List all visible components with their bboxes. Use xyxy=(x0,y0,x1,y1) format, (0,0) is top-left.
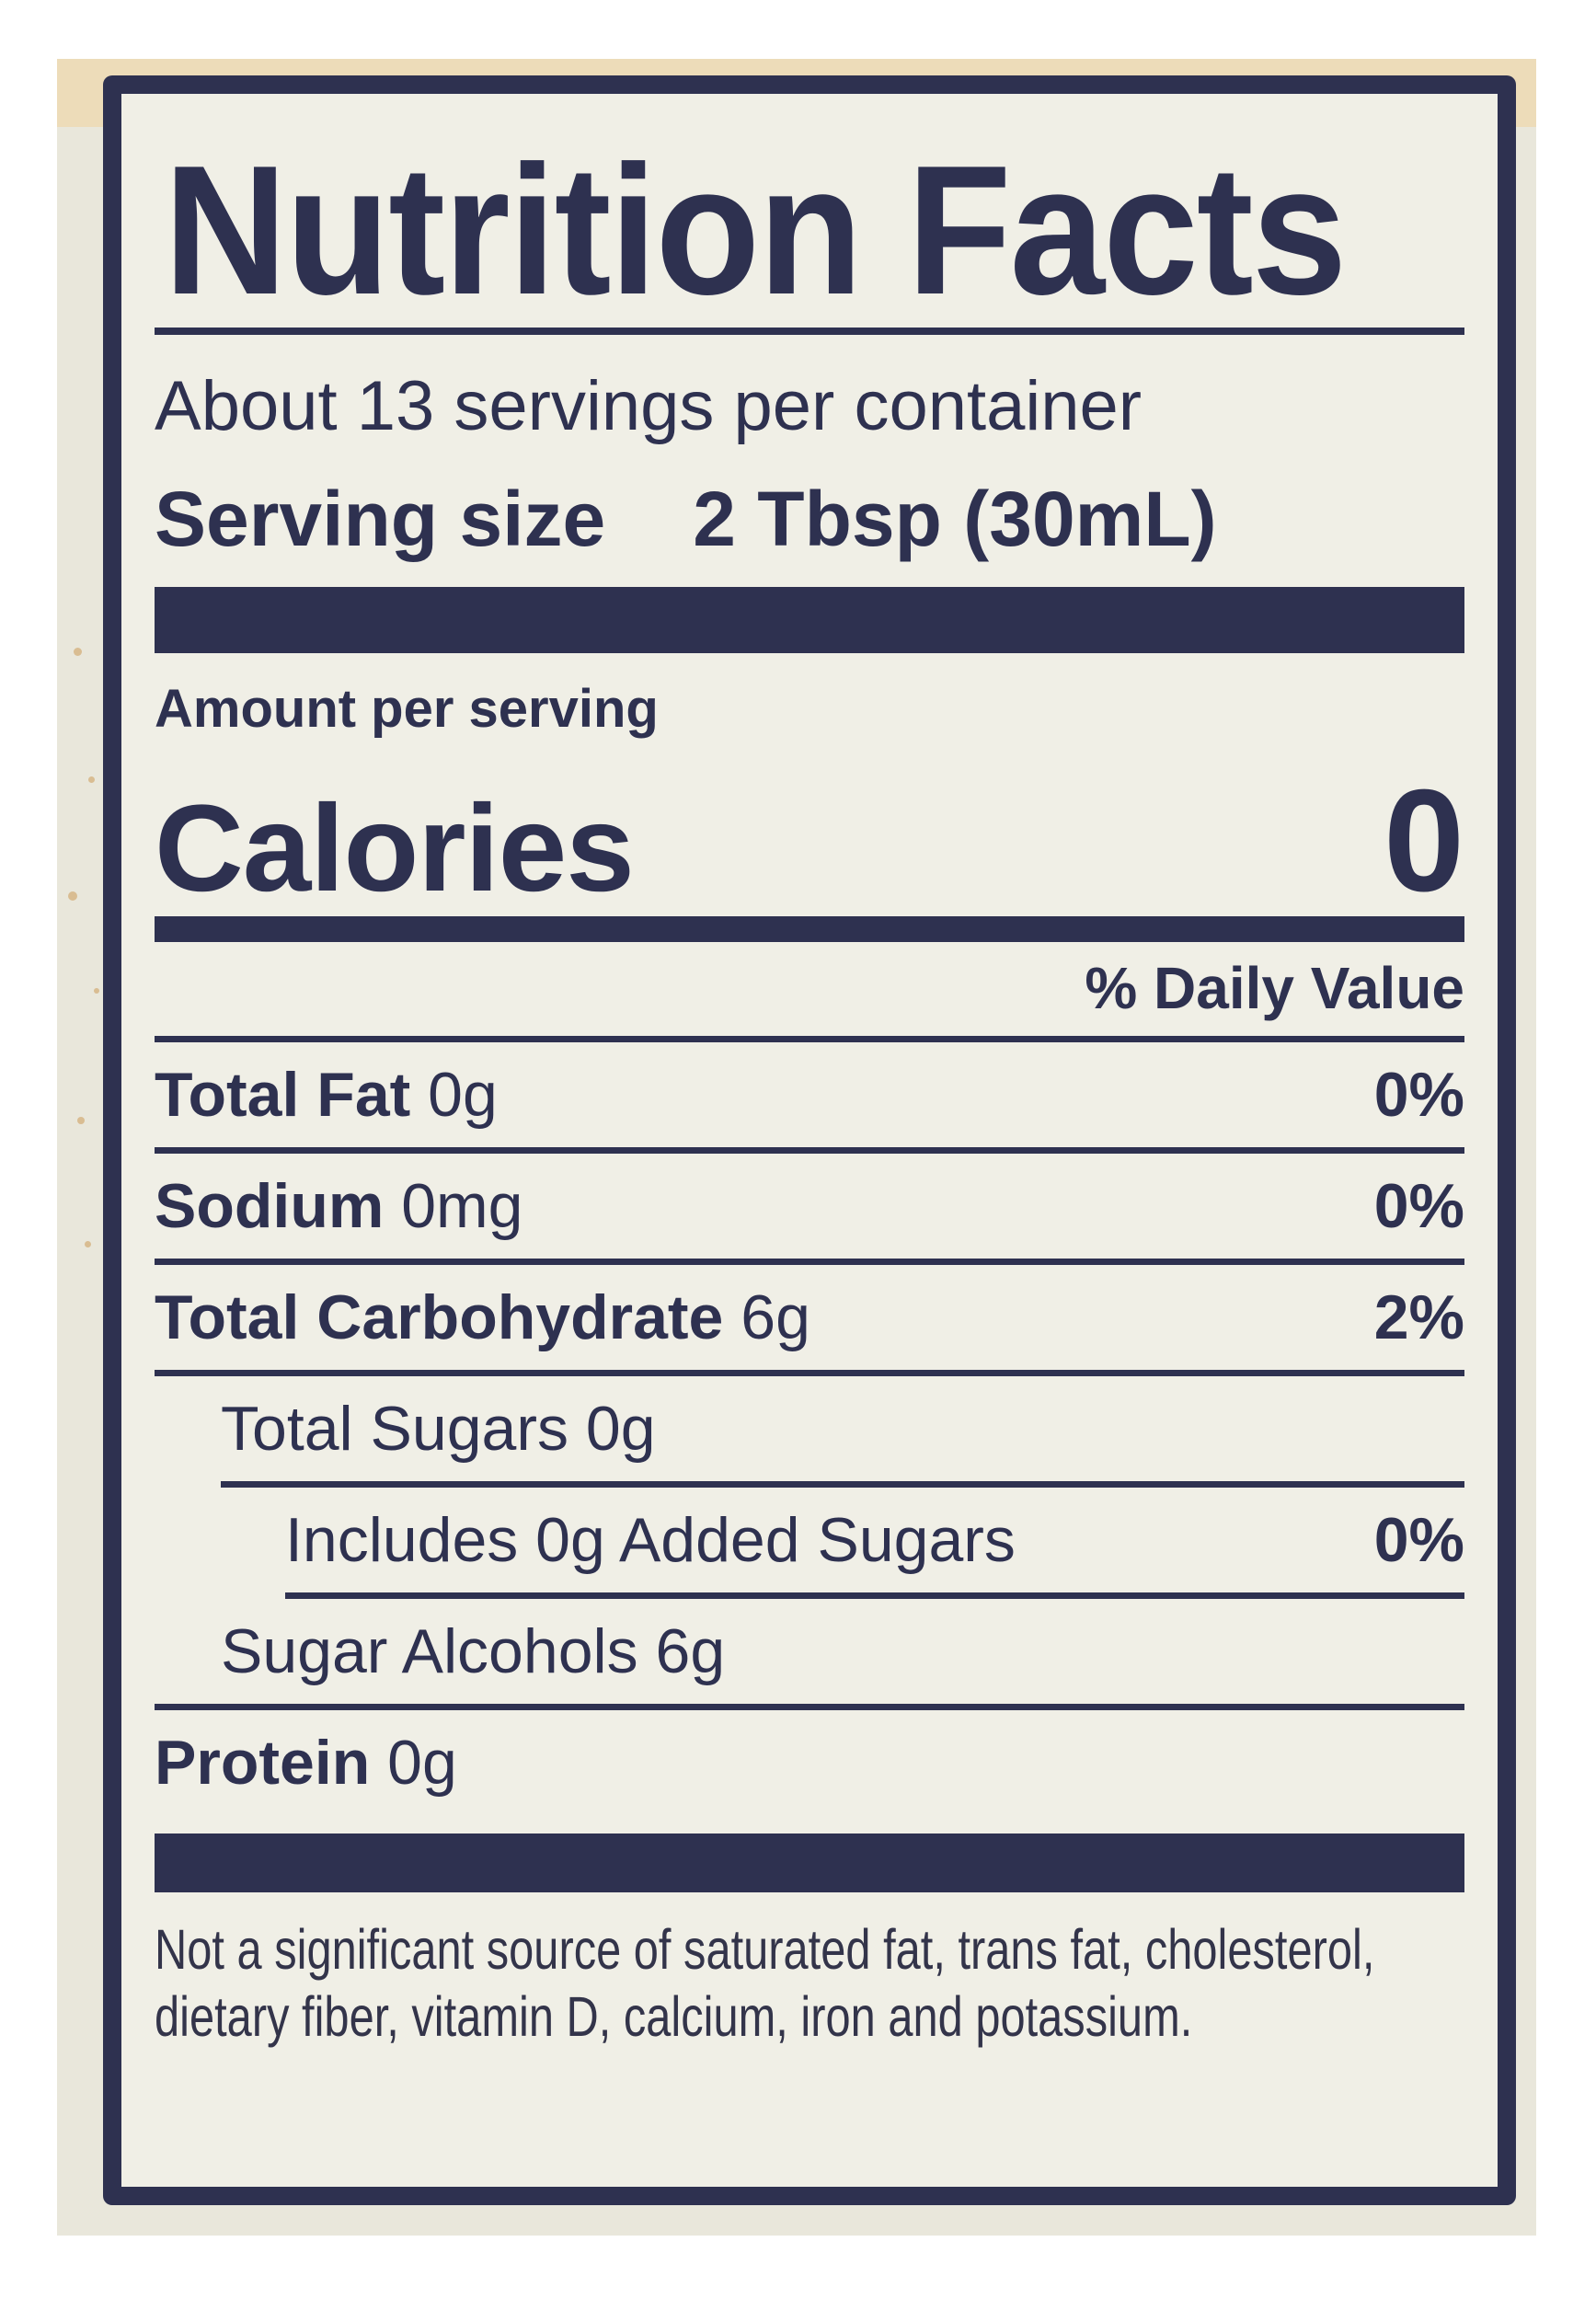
speckle xyxy=(94,988,99,994)
speckle xyxy=(77,1117,85,1124)
nutrient-name-and-amount: Total Carbohydrate 6g xyxy=(155,1282,810,1352)
calories-row: Calories 0 xyxy=(155,758,1464,922)
nutrient-row: Sodium 0mg 0% xyxy=(155,1154,1464,1259)
nutrient-name-and-amount: Protein 0g xyxy=(155,1728,457,1798)
row-separator-rule xyxy=(155,1147,1464,1154)
nutrient-row: Includes 0g Added Sugars 0% xyxy=(155,1488,1464,1592)
nutrient-name-and-amount: Sodium 0mg xyxy=(155,1171,523,1241)
nutrient-row: Sugar Alcohols 6g xyxy=(155,1599,1464,1704)
nutrient-daily-value: 0% xyxy=(1373,1060,1464,1130)
calories-value: 0 xyxy=(1384,760,1464,922)
nutrition-facts-panel: Nutrition Facts About 13 servings per co… xyxy=(103,75,1516,2205)
footnote-text: Not a significant source of saturated fa… xyxy=(155,1918,1375,2048)
thick-separator-bar xyxy=(155,587,1464,653)
row-separator-rule xyxy=(285,1592,1464,1599)
panel-title: Nutrition Facts xyxy=(164,128,1347,333)
amount-per-serving-label: Amount per serving xyxy=(155,679,659,739)
panel-content: Nutrition Facts About 13 servings per co… xyxy=(121,94,1498,2051)
header-rule xyxy=(155,1036,1464,1042)
row-separator-rule xyxy=(221,1481,1464,1488)
nutrient-row: Protein 0g xyxy=(155,1710,1464,1815)
thick-separator-bar-bottom xyxy=(155,1833,1464,1892)
nutrient-row: Total Carbohydrate 6g 2% xyxy=(155,1265,1464,1370)
nutrient-daily-value: 2% xyxy=(1373,1282,1464,1352)
speckle xyxy=(85,1241,91,1247)
nutrient-daily-value: 0% xyxy=(1373,1171,1464,1241)
nutrient-rows: Total Fat 0g 0% Sodium 0mg 0% Total Carb… xyxy=(155,1042,1464,1815)
serving-size-row: Serving size 2 Tbsp (30mL) xyxy=(155,467,1464,570)
row-separator-rule xyxy=(155,1370,1464,1376)
calories-label: Calories xyxy=(155,780,635,917)
daily-value-header: % Daily Value xyxy=(1085,955,1464,1021)
row-separator-rule xyxy=(155,1259,1464,1265)
serving-size-label: Serving size xyxy=(155,476,606,562)
nutrient-daily-value: 0% xyxy=(1373,1505,1464,1575)
servings-per-container: About 13 servings per container xyxy=(155,367,1142,445)
nutrient-name-and-amount: Includes 0g Added Sugars xyxy=(285,1505,1016,1575)
nutrient-name-and-amount: Total Sugars 0g xyxy=(221,1394,656,1464)
serving-size-value: 2 Tbsp (30mL) xyxy=(693,476,1217,562)
row-separator-rule xyxy=(155,1704,1464,1710)
nutrient-row: Total Sugars 0g xyxy=(155,1376,1464,1481)
speckle xyxy=(68,891,77,901)
title-rule xyxy=(155,328,1464,335)
medium-separator-bar xyxy=(155,916,1464,942)
nutrient-name-and-amount: Sugar Alcohols 6g xyxy=(221,1616,726,1686)
nutrient-row: Total Fat 0g 0% xyxy=(155,1042,1464,1147)
nutrient-name-and-amount: Total Fat 0g xyxy=(155,1060,498,1130)
speckle xyxy=(74,648,82,656)
speckle xyxy=(88,776,95,783)
